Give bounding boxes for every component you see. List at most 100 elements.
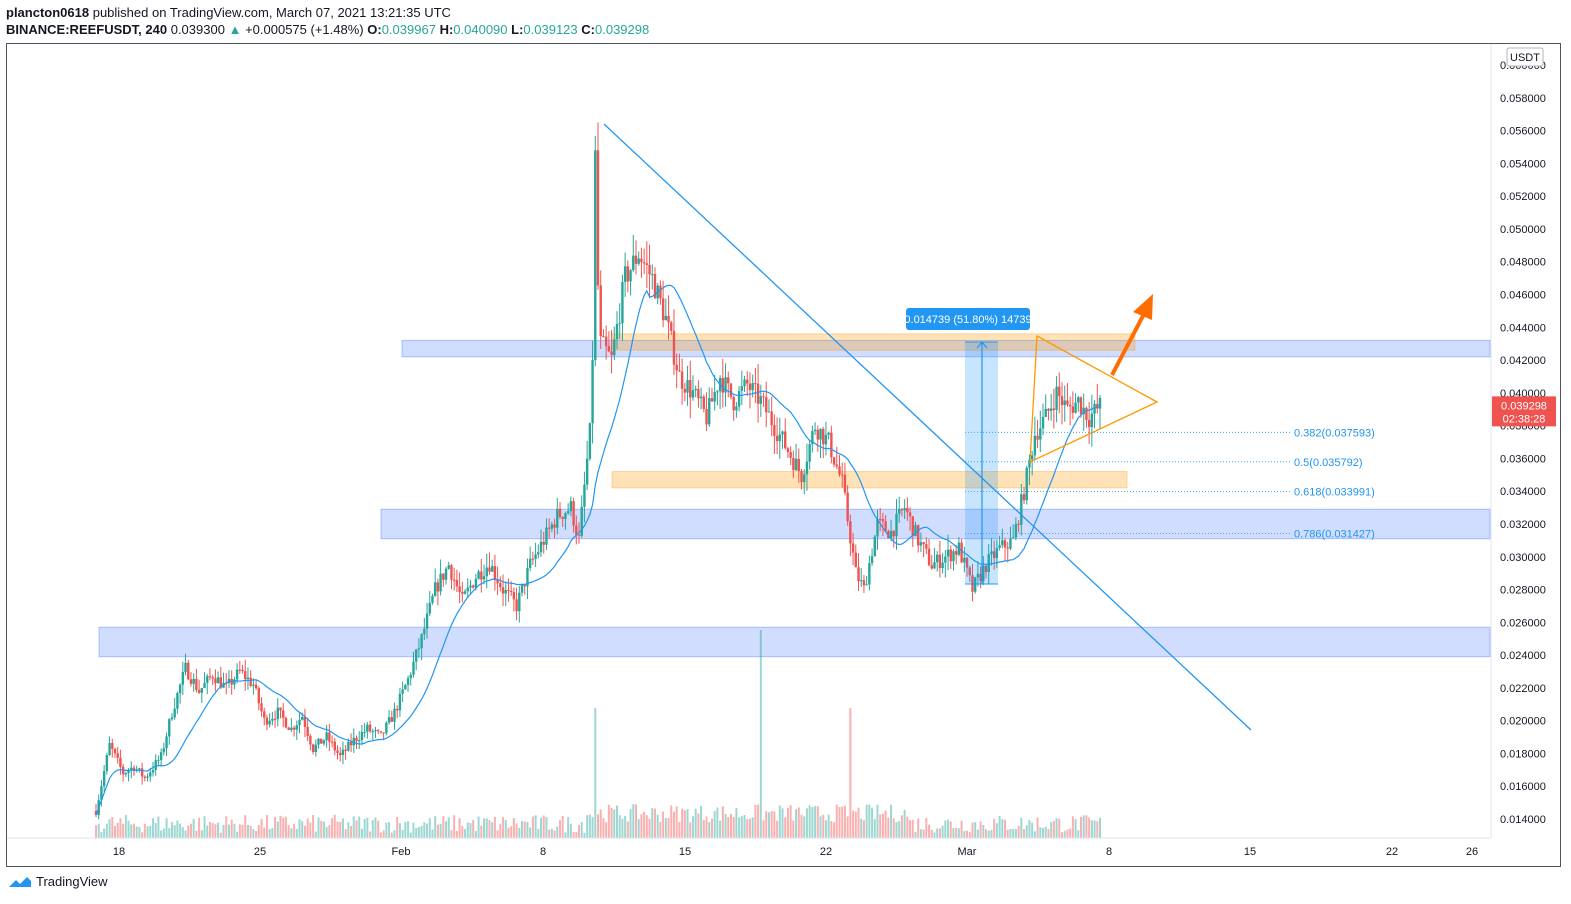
candle-body (1066, 400, 1069, 405)
volume-bar (1058, 818, 1061, 838)
volume-bar (735, 807, 738, 838)
candle (930, 554, 933, 570)
volume-bar (217, 822, 220, 838)
candle (501, 574, 505, 607)
candle (417, 638, 421, 658)
candle (526, 558, 529, 600)
candle-body (919, 542, 923, 546)
candle-body (765, 397, 768, 413)
volume-bar (116, 822, 119, 838)
candle-body (474, 578, 478, 588)
candle-body (295, 725, 298, 730)
volume-bar (748, 818, 751, 838)
candle (121, 763, 125, 782)
author-name[interactable]: plancton0618 (6, 5, 90, 20)
candle (271, 711, 274, 726)
candle-body (1090, 413, 1094, 428)
candle (773, 414, 776, 455)
candle (143, 775, 147, 782)
volume-bar (312, 814, 315, 838)
fib-level-label: 0.382(0.037593) (1294, 427, 1375, 439)
low-label: L: (511, 22, 524, 37)
candle-body (526, 567, 529, 587)
volume-bar (567, 817, 570, 838)
candle (659, 280, 662, 305)
candle-body (830, 432, 833, 458)
candle (149, 767, 152, 782)
candle-body (433, 582, 437, 596)
candle (393, 702, 396, 730)
candle-body (249, 677, 252, 686)
candle (854, 544, 857, 568)
volume-bar (149, 825, 152, 838)
candle-body (729, 383, 733, 397)
candle-body (808, 444, 811, 462)
volume-bar (170, 822, 173, 838)
candle-body (303, 716, 307, 728)
candle (781, 430, 784, 449)
candle-body (339, 752, 342, 756)
zone-orange (611, 471, 1128, 489)
volume-bar (1028, 820, 1031, 838)
volume-bar (469, 823, 472, 838)
volume-bar (873, 819, 876, 838)
candle (756, 363, 760, 423)
candle-body (884, 521, 887, 532)
volume-bar (260, 818, 263, 838)
volume-bar (968, 832, 971, 838)
volume-bar (181, 826, 184, 838)
candle (377, 729, 380, 735)
candle (146, 773, 149, 782)
volume-bar (1085, 815, 1088, 838)
candle-body (854, 552, 857, 568)
candle (718, 375, 722, 409)
candle (1077, 395, 1080, 412)
volume-bar (990, 829, 993, 838)
candle (187, 659, 190, 681)
candle (599, 270, 602, 349)
candle-body (699, 396, 703, 399)
volume-bar (681, 808, 684, 838)
candle-body (794, 458, 798, 471)
currency-box (1506, 47, 1544, 67)
candle-body (588, 423, 592, 459)
candle (550, 521, 554, 533)
candle-body (111, 743, 114, 749)
candle (306, 717, 309, 742)
volume-bar (618, 815, 621, 838)
chart-frame[interactable] (6, 43, 1561, 867)
candle-body (569, 501, 573, 512)
candle-body (1020, 494, 1023, 525)
candle-body (461, 591, 464, 594)
volume-bar (219, 832, 222, 838)
volume-bar (379, 832, 382, 838)
candle-body (678, 370, 681, 372)
candle-body (770, 411, 773, 426)
footer-brand[interactable]: TradingView (36, 874, 108, 889)
volume-bar (135, 826, 138, 838)
candle-body (311, 744, 315, 752)
candle (564, 511, 567, 530)
candle-body (1052, 408, 1056, 411)
candle-body (534, 554, 537, 559)
candle-body (773, 425, 776, 436)
volume-bar (762, 820, 765, 838)
symbol-label[interactable]: BINANCE:REEFUSDT, 240 (6, 22, 168, 37)
candle-body (632, 255, 635, 271)
candle-body (754, 383, 757, 385)
candle (797, 448, 800, 483)
candle (743, 375, 746, 393)
candle-body (683, 388, 687, 393)
volume-bar (303, 825, 306, 838)
candle (900, 508, 904, 517)
candle (206, 674, 209, 695)
candle-body (320, 738, 323, 744)
candle-body (838, 466, 841, 475)
candle (895, 499, 898, 550)
volume-bar (732, 816, 735, 838)
candle (292, 725, 296, 737)
candle-body (382, 732, 385, 734)
candle-body (444, 568, 448, 580)
volume-bar (244, 815, 247, 838)
